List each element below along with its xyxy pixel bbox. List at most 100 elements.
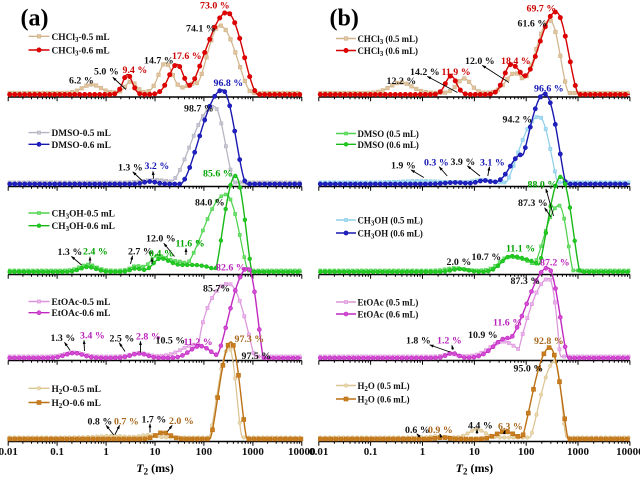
svg-text:3.9 %: 3.9 % <box>451 157 476 168</box>
svg-text:92.8 %: 92.8 % <box>534 336 564 347</box>
svg-text:2.5 %: 2.5 % <box>110 334 135 345</box>
svg-text:14.7 %: 14.7 % <box>144 56 174 67</box>
svg-text:T2 (ms): T2 (ms) <box>136 461 174 477</box>
svg-text:CHCl3-0.5 mL: CHCl3-0.5 mL <box>52 33 110 44</box>
svg-text:2.8 %: 2.8 % <box>136 332 161 343</box>
svg-text:96.8 %: 96.8 % <box>214 78 244 89</box>
svg-text:1.3 %: 1.3 % <box>118 163 143 174</box>
svg-text:1.2 %: 1.2 % <box>437 336 462 347</box>
svg-text:69.7 %: 69.7 % <box>527 4 557 15</box>
svg-text:61.6 %: 61.6 % <box>518 19 548 30</box>
svg-text:0.8 %: 0.8 % <box>88 417 113 428</box>
svg-text:(a): (a) <box>21 6 49 32</box>
svg-text:2.0 %: 2.0 % <box>447 257 472 268</box>
svg-text:14.2 %: 14.2 % <box>410 67 440 78</box>
svg-text:10: 10 <box>150 446 162 458</box>
svg-text:1000: 1000 <box>242 446 265 458</box>
svg-text:CHCl3 (0.6 mL): CHCl3 (0.6 mL) <box>358 46 418 58</box>
svg-text:1.8 %: 1.8 % <box>406 336 431 347</box>
svg-text:84.0 %: 84.0 % <box>195 198 225 209</box>
svg-text:H2O (0.5 mL): H2O (0.5 mL) <box>358 381 410 393</box>
svg-text:9.4 %: 9.4 % <box>123 65 148 76</box>
svg-text:18.4 %: 18.4 % <box>501 56 531 67</box>
svg-text:17.6 %: 17.6 % <box>172 51 202 62</box>
svg-text:100: 100 <box>196 446 213 458</box>
svg-text:0.3 %: 0.3 % <box>424 158 449 169</box>
svg-text:CH3OH-0.5 mL: CH3OH-0.5 mL <box>52 210 115 221</box>
svg-text:0.6 %: 0.6 % <box>405 425 430 436</box>
svg-text:2.4 %: 2.4 % <box>83 247 108 258</box>
svg-text:0.4 %: 0.4 % <box>149 249 174 260</box>
svg-text:10.5 %: 10.5 % <box>156 336 186 347</box>
svg-text:12.0 %: 12.0 % <box>465 56 495 67</box>
svg-text:3.2 %: 3.2 % <box>145 161 170 172</box>
svg-text:4.4 %: 4.4 % <box>468 421 493 432</box>
svg-text:H2O (0.6 mL): H2O (0.6 mL) <box>358 395 410 407</box>
svg-text:1: 1 <box>103 446 109 458</box>
svg-text:74.1 %: 74.1 % <box>186 24 216 35</box>
svg-text:5.0 %: 5.0 % <box>94 67 119 78</box>
svg-text:1000: 1000 <box>567 446 590 458</box>
svg-text:H2O-0.5 mL: H2O-0.5 mL <box>52 385 101 396</box>
svg-text:97.3 %: 97.3 % <box>235 334 265 345</box>
svg-text:11.6 %: 11.6 % <box>493 318 522 329</box>
svg-text:3.4 %: 3.4 % <box>80 331 105 342</box>
svg-text:T2 (ms): T2 (ms) <box>456 461 494 477</box>
svg-text:CH3OH-0.6 mL: CH3OH-0.6 mL <box>52 222 115 233</box>
svg-text:1.9 %: 1.9 % <box>391 161 416 172</box>
svg-text:0.9 %: 0.9 % <box>428 425 453 436</box>
svg-text:CH3OH (0.5 mL): CH3OH (0.5 mL) <box>358 216 423 228</box>
svg-text:94.2 %: 94.2 % <box>503 115 533 126</box>
svg-text:6.2 %: 6.2 % <box>69 76 94 87</box>
svg-text:DMSO-0.6 mL: DMSO-0.6 mL <box>52 141 111 151</box>
svg-text:10000: 10000 <box>616 446 640 458</box>
svg-text:0.01: 0.01 <box>0 446 18 458</box>
svg-text:EtOAc (0.6 mL): EtOAc (0.6 mL) <box>358 310 419 320</box>
svg-text:0.1: 0.1 <box>364 446 378 458</box>
svg-text:97.5 %: 97.5 % <box>242 351 272 362</box>
svg-text:CHCl3 (0.5 mL): CHCl3 (0.5 mL) <box>358 34 418 46</box>
svg-text:11.9 %: 11.9 % <box>442 67 471 78</box>
svg-text:82.6 %: 82.6 % <box>216 263 246 274</box>
svg-text:87.2 %: 87.2 % <box>540 258 570 269</box>
svg-text:CH3OH (0.6 mL): CH3OH (0.6 mL) <box>358 229 423 241</box>
svg-text:85.7%: 85.7% <box>203 284 230 295</box>
svg-text:3.1 %: 3.1 % <box>480 158 505 169</box>
svg-text:87.3 %: 87.3 % <box>518 198 548 209</box>
svg-text:EtOAc-0.5 mL: EtOAc-0.5 mL <box>52 298 111 308</box>
svg-text:2.7 %: 2.7 % <box>128 247 153 258</box>
svg-text:10.7 %: 10.7 % <box>472 252 502 263</box>
svg-text:2.0 %: 2.0 % <box>169 416 194 427</box>
svg-text:DMSO-0.5 mL: DMSO-0.5 mL <box>52 129 111 139</box>
svg-text:CHCl3-0.6 mL: CHCl3-0.6 mL <box>52 47 110 58</box>
svg-text:EtOAc-0.6 mL: EtOAc-0.6 mL <box>52 309 111 319</box>
svg-text:10: 10 <box>469 446 481 458</box>
svg-text:0.1: 0.1 <box>50 446 64 458</box>
svg-text:1.3 %: 1.3 % <box>51 333 76 344</box>
svg-text:10000: 10000 <box>288 446 316 458</box>
svg-text:H2O-0.6 mL: H2O-0.6 mL <box>52 399 101 410</box>
svg-text:98.7 %: 98.7 % <box>184 104 214 115</box>
svg-text:12.0 %: 12.0 % <box>146 234 176 245</box>
svg-text:0.7 %: 0.7 % <box>114 417 139 428</box>
svg-text:0.01: 0.01 <box>309 446 328 458</box>
svg-text:12.2 %: 12.2 % <box>387 76 417 87</box>
svg-text:1.7 %: 1.7 % <box>142 415 167 426</box>
svg-text:96.6 %: 96.6 % <box>534 84 564 95</box>
svg-text:EtOAc (0.5 mL): EtOAc (0.5 mL) <box>358 298 419 308</box>
svg-text:10.9 %: 10.9 % <box>468 330 498 341</box>
svg-text:88.0 %: 88.0 % <box>528 180 558 191</box>
svg-text:100: 100 <box>518 446 535 458</box>
svg-text:1: 1 <box>420 446 426 458</box>
svg-text:11.2 %: 11.2 % <box>184 337 213 348</box>
svg-text:73.0 %: 73.0 % <box>200 1 230 12</box>
svg-text:11.6 %: 11.6 % <box>176 239 205 250</box>
svg-text:DMSO (0.5 mL): DMSO (0.5 mL) <box>358 129 419 139</box>
svg-text:1.3 %: 1.3 % <box>58 247 83 258</box>
svg-text:11.1 %: 11.1 % <box>506 244 535 255</box>
svg-text:85.6 %: 85.6 % <box>203 169 233 180</box>
svg-text:DMSO (0.6 mL): DMSO (0.6 mL) <box>358 140 419 150</box>
svg-text:95.0 %: 95.0 % <box>514 364 544 375</box>
svg-text:(b): (b) <box>330 6 359 32</box>
svg-text:87.3 %: 87.3 % <box>511 276 541 287</box>
